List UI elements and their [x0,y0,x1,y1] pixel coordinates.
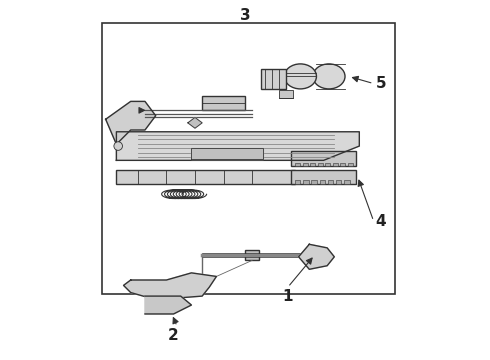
Bar [336,180,342,184]
Bar [303,180,309,184]
Bar [344,180,350,184]
Polygon shape [192,148,263,158]
Bar [340,163,345,166]
Ellipse shape [284,64,317,89]
Polygon shape [145,296,192,314]
Polygon shape [123,273,217,300]
Bar [295,180,300,184]
Bar [102,23,395,294]
Text: 1: 1 [283,289,293,303]
Polygon shape [106,102,156,144]
Bar [117,170,295,184]
Bar [333,163,338,166]
Text: 5: 5 [375,76,386,91]
Bar [292,170,356,184]
Polygon shape [117,132,359,160]
Bar [279,90,293,98]
Ellipse shape [313,64,345,89]
Polygon shape [298,244,334,269]
Bar [319,180,325,184]
Bar [292,152,356,166]
Bar [295,163,300,166]
Bar [325,163,330,166]
Circle shape [114,142,122,150]
Text: 3: 3 [240,8,250,23]
Bar [310,163,316,166]
Bar [318,163,323,166]
Bar [302,163,308,166]
Bar [245,250,259,260]
Bar [312,180,317,184]
Polygon shape [188,117,202,128]
Bar [347,163,353,166]
Text: 4: 4 [375,213,386,229]
Bar [261,69,286,89]
Text: 2: 2 [168,328,179,343]
Bar [328,180,333,184]
Bar [202,96,245,111]
